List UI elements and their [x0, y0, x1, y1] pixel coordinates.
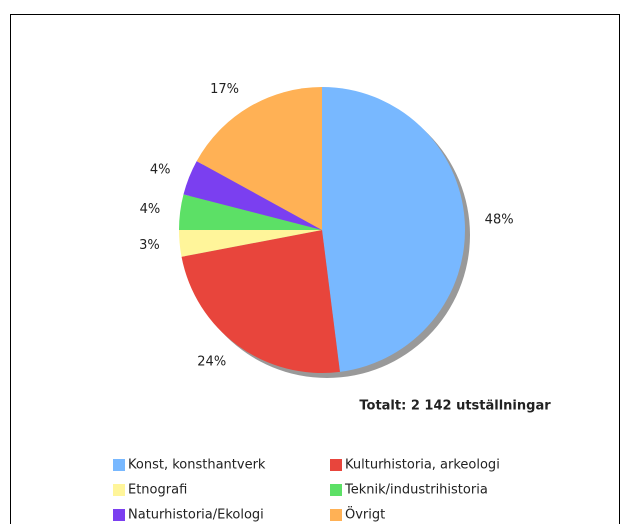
pie-slice [181, 230, 340, 374]
slice-label: 17% [210, 82, 239, 97]
slice-label: 3% [139, 238, 160, 253]
slice-label: 4% [140, 202, 161, 217]
legend-label: Etnografi [128, 483, 187, 498]
legend-swatch [113, 484, 125, 496]
slice-label: 24% [197, 354, 226, 369]
legend-swatch [330, 484, 342, 496]
pie-slice [196, 87, 322, 230]
legend-swatch [113, 509, 125, 521]
pie-slice [179, 194, 322, 230]
legend-swatch [330, 509, 342, 521]
legend-swatch [330, 459, 342, 471]
legend-label: Kulturhistoria, arkeologi [345, 458, 500, 473]
slice-label: 48% [485, 212, 514, 227]
legend-swatch [113, 459, 125, 471]
total-annotation: Totalt: 2 142 utställningar [359, 399, 551, 414]
pie-slice [322, 87, 466, 372]
pie-slice [179, 230, 322, 257]
legend-label: Övrigt [345, 506, 385, 523]
legend-label: Teknik/industrihistoria [344, 483, 488, 498]
pie-slice [183, 161, 322, 230]
legend-label: Konst, konsthantverk [128, 458, 266, 473]
slice-label: 4% [150, 162, 171, 177]
legend-label: Naturhistoria/Ekologi [128, 508, 264, 523]
